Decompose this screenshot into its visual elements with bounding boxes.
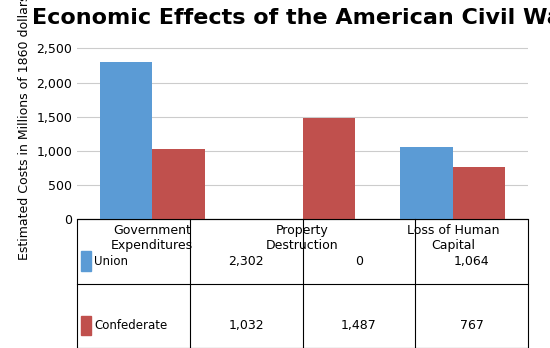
Bar [302, 118, 355, 219]
Bar [453, 167, 505, 219]
Text: 0: 0 [355, 255, 363, 268]
Bar [81, 316, 91, 335]
Text: Confederate: Confederate [94, 319, 167, 332]
Bar [152, 149, 205, 219]
Title: Economic Effects of the American Civil War: Economic Effects of the American Civil W… [32, 8, 550, 28]
Text: 2,302: 2,302 [228, 255, 264, 268]
Bar [400, 147, 453, 219]
Bar [100, 62, 152, 219]
Text: 767: 767 [460, 319, 483, 332]
Y-axis label: Estimated Costs in Millions of 1860 dollars: Estimated Costs in Millions of 1860 doll… [18, 0, 31, 260]
Text: 1,032: 1,032 [228, 319, 264, 332]
Text: 1,064: 1,064 [454, 255, 490, 268]
Text: 1,487: 1,487 [341, 319, 377, 332]
Text: Union: Union [94, 255, 128, 268]
Bar [81, 251, 91, 271]
